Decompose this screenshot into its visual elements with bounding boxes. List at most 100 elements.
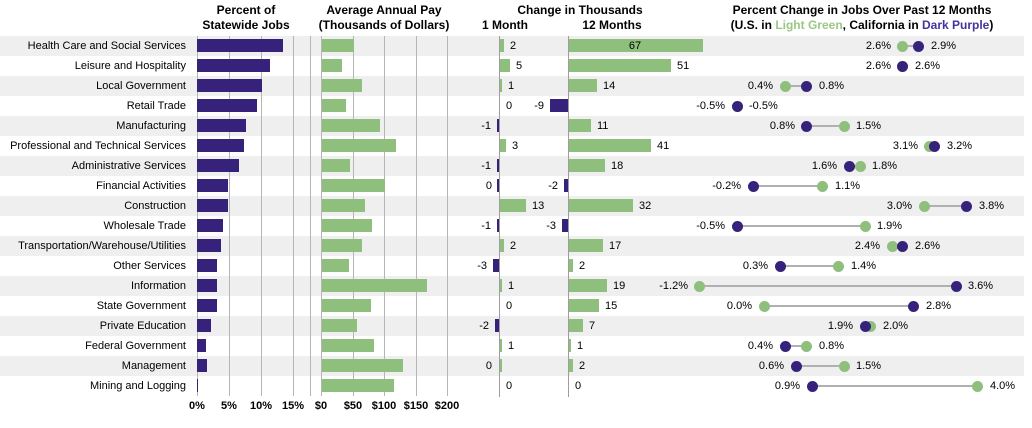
panel2-title-line1: Average Annual Pay	[326, 3, 442, 17]
us-dot	[919, 201, 930, 212]
right-value-label: 2.0%	[883, 320, 909, 332]
row-label: Other Services	[113, 260, 186, 272]
one-month-bar	[500, 39, 504, 52]
pct-bar	[197, 119, 246, 132]
dumbbell-connector	[753, 185, 822, 187]
gridline	[353, 36, 354, 396]
left-value-label: 3.0%	[886, 200, 912, 212]
legend-prefix: (U.S. in	[730, 18, 776, 32]
gridline	[261, 36, 262, 396]
right-value-label: 2.6%	[915, 60, 941, 72]
twelve-month-value: 67	[628, 40, 642, 52]
row-label: State Government	[96, 300, 186, 312]
legend-mid: , California in	[842, 18, 922, 32]
row-label: Private Education	[99, 320, 186, 332]
pct-bar	[197, 99, 257, 112]
left-value-label: -1.2%	[659, 280, 688, 292]
pay-bar	[322, 339, 374, 352]
pct-bar	[197, 159, 239, 172]
panel3-col1-header: 1 Month	[482, 18, 528, 32]
twelve-month-value: 32	[639, 200, 652, 212]
twelve-month-value: 2	[579, 360, 586, 372]
legend-suffix: )	[989, 18, 994, 32]
left-value-label: 0.4%	[747, 340, 773, 352]
legend-ca-label: Dark Purple	[922, 18, 990, 32]
pct-bar	[197, 219, 223, 232]
ca-dot	[860, 321, 871, 332]
one-month-bar	[500, 79, 502, 92]
one-month-axis	[499, 36, 500, 397]
dumbbell-connector	[796, 365, 844, 367]
left-value-label: -0.5%	[696, 220, 725, 232]
gridline	[229, 36, 230, 396]
us-dot	[897, 41, 908, 52]
one-month-bar	[500, 239, 504, 252]
twelve-month-bar	[569, 159, 605, 172]
row-label: Health Care and Social Services	[27, 40, 186, 52]
twelve-month-value: 1	[577, 340, 584, 352]
row-stripe	[0, 356, 1024, 376]
twelve-month-bar	[569, 339, 571, 352]
one-month-value: 1	[508, 280, 515, 292]
pct-bar	[197, 379, 198, 392]
pay-bar	[322, 199, 365, 212]
left-value-label: 0.6%	[758, 360, 784, 372]
one-month-value: 0	[506, 100, 513, 112]
pct-bar	[197, 79, 262, 92]
row-label: Local Government	[96, 80, 186, 92]
right-value-label: 0.8%	[819, 80, 845, 92]
pct-bar	[197, 359, 207, 372]
left-value-label: 1.9%	[827, 320, 853, 332]
left-value-label: 0.3%	[742, 260, 768, 272]
ca-dot	[844, 161, 855, 172]
us-dot	[839, 361, 850, 372]
pay-bar	[322, 79, 362, 92]
twelve-month-bar	[569, 39, 703, 52]
row-label: Management	[121, 360, 186, 372]
twelve-month-bar	[569, 119, 591, 132]
pay-bar	[322, 59, 342, 72]
dumbbell-connector	[812, 385, 978, 387]
us-dot	[855, 161, 866, 172]
axis-tick-label: $150	[403, 400, 429, 412]
axis-tick-label: 0%	[189, 400, 205, 412]
dumbbell-connector	[780, 265, 839, 267]
one-month-value: -1	[481, 120, 491, 132]
us-dot	[833, 261, 844, 272]
twelve-month-value: 17	[609, 240, 622, 252]
twelve-month-value: 11	[597, 120, 609, 132]
row-label: Information	[130, 280, 186, 292]
pay-bar	[322, 379, 394, 392]
ca-dot	[951, 281, 962, 292]
ca-dot	[732, 101, 743, 112]
pct-bar	[197, 239, 221, 252]
gridline	[293, 36, 294, 396]
pct-bar	[197, 279, 217, 292]
right-value-label: -0.5%	[749, 100, 778, 112]
twelve-month-bar	[569, 319, 583, 332]
row-label: Wholesale Trade	[103, 220, 186, 232]
gridline	[321, 36, 322, 396]
one-month-bar	[500, 199, 526, 212]
one-month-bar	[497, 159, 499, 172]
left-value-label: 1.6%	[811, 160, 837, 172]
row-label: Transportation/Warehouse/Utilities	[18, 240, 186, 252]
pct-bar	[197, 339, 206, 352]
twelve-month-value: 41	[657, 140, 670, 152]
pct-bar	[197, 319, 211, 332]
ca-dot	[897, 61, 908, 72]
right-value-label: 3.2%	[947, 140, 973, 152]
right-value-label: 2.6%	[915, 240, 941, 252]
axis-tick-label: 15%	[281, 400, 305, 412]
twelve-month-bar	[569, 299, 599, 312]
right-value-label: 1.5%	[856, 360, 882, 372]
ca-dot	[780, 341, 791, 352]
axis-tick-label: $0	[314, 400, 328, 412]
row-stripe	[0, 276, 1024, 296]
ca-dot	[897, 241, 908, 252]
us-dot	[817, 181, 828, 192]
row-label: Financial Activities	[96, 180, 186, 192]
right-value-label: 1.5%	[856, 120, 882, 132]
one-month-value: -1	[481, 160, 491, 172]
